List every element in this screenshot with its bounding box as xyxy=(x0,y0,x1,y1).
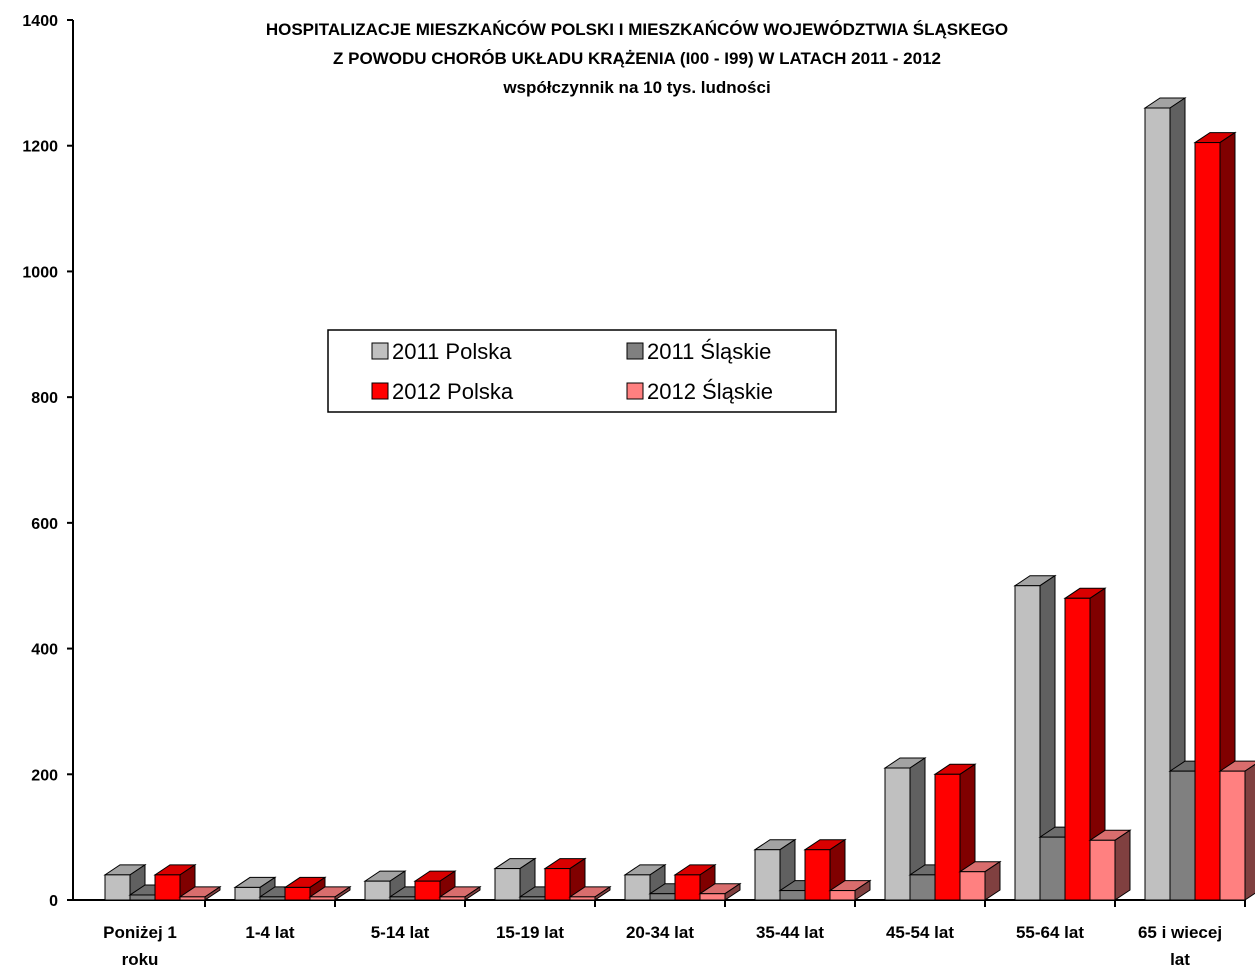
x-tick-label: Poniżej 1 roku xyxy=(103,923,177,967)
y-tick-label: 0 xyxy=(49,893,58,910)
legend-swatch xyxy=(371,382,389,400)
x-tick-label: 45-54 lat xyxy=(886,923,954,942)
legend-swatch xyxy=(626,382,644,400)
bar-front-face xyxy=(829,890,856,901)
x-tick-label: 5-14 lat xyxy=(371,923,430,942)
chart-title: HOSPITALIZACJE MIESZKAŃCÓW POLSKI I MIES… xyxy=(266,20,1008,97)
bar-front-face xyxy=(439,896,466,901)
legend-item: 2012 Śląskie xyxy=(626,379,773,404)
bar-front-face xyxy=(154,874,181,901)
legend: 2011 Polska 2011 Śląskie 2012 Polska 2012 Ś… xyxy=(327,329,837,413)
bar-front-face xyxy=(909,874,936,901)
bar-front-face xyxy=(884,767,911,901)
bar xyxy=(178,885,222,901)
bar-front-face xyxy=(414,880,441,901)
bar xyxy=(933,763,977,901)
bar-front-face xyxy=(1064,597,1091,901)
x-tick-label: 35-44 lat xyxy=(756,923,824,942)
bar-front-face xyxy=(754,849,781,901)
bar xyxy=(363,870,407,901)
bar-side-face xyxy=(1114,829,1131,901)
y-tick-label: 600 xyxy=(31,516,58,533)
bar-front-face xyxy=(519,896,546,901)
bar-front-face xyxy=(569,896,596,901)
y-tick-label: 200 xyxy=(31,767,58,784)
bar-front-face xyxy=(179,896,206,901)
bar xyxy=(1088,829,1132,901)
y-tick-label: 1000 xyxy=(22,264,58,281)
legend-swatch xyxy=(626,342,644,360)
bar xyxy=(1143,97,1187,901)
chart-title-line-3: współczynnik na 10 tys. ludności xyxy=(502,78,770,97)
bar xyxy=(438,885,482,901)
bar-front-face xyxy=(389,896,416,901)
bar xyxy=(568,885,612,901)
legend-item: 2011 Śląskie xyxy=(626,339,771,364)
bar xyxy=(753,838,797,901)
bar xyxy=(828,879,872,901)
bar-front-face xyxy=(1039,836,1066,901)
bar-front-face xyxy=(934,773,961,901)
bar-front-face xyxy=(804,849,831,901)
bar xyxy=(1013,574,1057,901)
y-tick-label: 1200 xyxy=(22,139,58,156)
bar-front-face xyxy=(364,880,391,901)
bar-side-face xyxy=(1244,763,1255,901)
bar-front-face xyxy=(284,886,311,901)
bar xyxy=(803,838,847,901)
y-tick-label: 400 xyxy=(31,642,58,659)
bar-front-face xyxy=(1194,142,1221,901)
legend-label: 2012 Śląskie xyxy=(647,379,773,404)
bar xyxy=(413,870,457,901)
chart-title-line-2: Z POWODU CHORÓB UKŁADU KRĄŻENIA (I00 - I… xyxy=(333,49,941,68)
bar-front-face xyxy=(1089,839,1116,901)
bar xyxy=(698,882,742,901)
bar-front-face xyxy=(1144,107,1171,901)
bar-front-face xyxy=(959,871,986,901)
x-axis-labels: Poniżej 1 roku 1-4 lat 5-14 lat 15-19 lat 20-… xyxy=(103,923,1222,967)
bar-front-face xyxy=(234,886,261,901)
legend-box xyxy=(327,329,837,413)
bar-front-face xyxy=(259,896,286,901)
bar-front-face xyxy=(624,874,651,901)
bar-front-face xyxy=(1169,770,1196,901)
bar-front-face xyxy=(1219,770,1246,901)
bar-front-face xyxy=(309,896,336,901)
legend-label: 2012 Polska xyxy=(392,379,514,404)
x-tick-label: 1-4 lat xyxy=(245,923,294,942)
bar-front-face xyxy=(544,868,571,901)
y-tick-label: 800 xyxy=(31,390,58,407)
legend-item: 2011 Polska xyxy=(371,339,512,364)
x-tick-label: 15-19 lat xyxy=(496,923,564,942)
chart-title-line-1: HOSPITALIZACJE MIESZKAŃCÓW POLSKI I MIES… xyxy=(266,20,1008,39)
bar-front-face xyxy=(674,874,701,901)
bar-front-face xyxy=(129,894,156,901)
x-tick-label: 55-64 lat xyxy=(1016,923,1084,942)
bar-front-face xyxy=(494,868,521,901)
x-tick-label: 20-34 lat xyxy=(626,923,694,942)
bar xyxy=(883,757,927,901)
bar xyxy=(1218,760,1255,901)
axes: 0 200 400 600 800 1000 1200 1400 xyxy=(22,13,1246,910)
bar-front-face xyxy=(779,890,806,901)
bar xyxy=(958,860,1002,901)
bar-front-face xyxy=(104,874,131,901)
legend-item: 2012 Polska xyxy=(371,379,514,404)
bar xyxy=(1063,587,1107,901)
y-tick-label: 1400 xyxy=(22,13,58,30)
x-tick-label: 65 i wiecej lat xyxy=(1138,923,1222,967)
legend-label: 2011 Polska xyxy=(392,339,512,364)
bar-front-face xyxy=(1014,585,1041,901)
legend-label: 2011 Śląskie xyxy=(647,339,771,364)
bars xyxy=(103,97,1255,901)
legend-swatch xyxy=(371,342,389,360)
bar xyxy=(308,885,352,901)
bar xyxy=(103,863,147,901)
bar-front-face xyxy=(699,893,726,901)
bar-front-face xyxy=(649,893,676,901)
